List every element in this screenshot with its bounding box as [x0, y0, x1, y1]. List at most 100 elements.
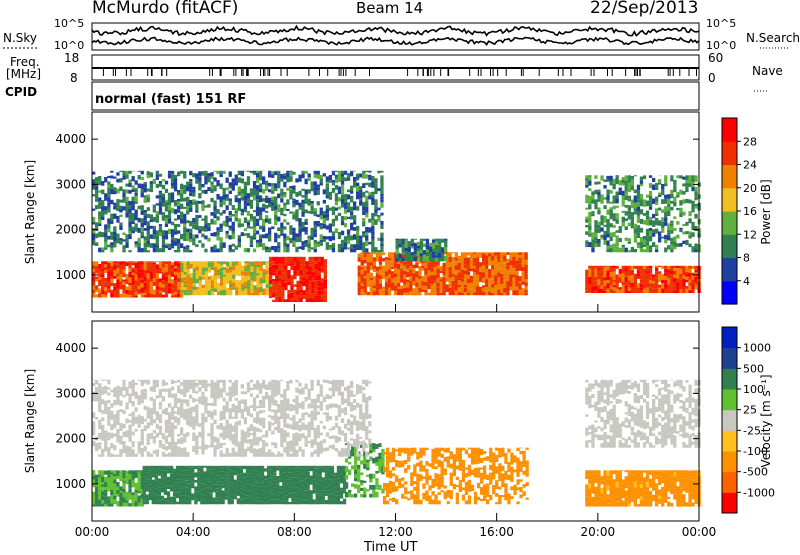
data-cell	[275, 275, 278, 278]
data-cell	[504, 497, 507, 501]
data-cell	[506, 270, 509, 274]
data-cell	[625, 266, 628, 268]
data-cell	[477, 468, 480, 471]
data-cell	[462, 468, 465, 474]
data-cell	[518, 276, 521, 279]
data-cell	[616, 487, 619, 490]
data-cell	[146, 468, 149, 472]
data-cell	[265, 211, 268, 213]
data-cell	[210, 189, 213, 194]
data-cell	[391, 282, 394, 286]
data-cell	[258, 466, 261, 470]
data-cell	[585, 493, 588, 496]
data-cell	[389, 484, 392, 487]
data-cell	[101, 269, 104, 271]
data-cell	[652, 229, 655, 233]
data-cell	[267, 470, 270, 474]
data-cell	[348, 492, 351, 497]
data-cell	[616, 282, 619, 286]
data-cell	[281, 291, 284, 296]
data-cell	[503, 274, 506, 276]
data-cell	[492, 471, 495, 476]
data-cell	[491, 259, 494, 261]
data-cell	[594, 501, 597, 504]
data-cell	[286, 171, 289, 173]
data-cell	[241, 275, 244, 278]
data-cell	[240, 500, 243, 505]
data-cell	[329, 196, 332, 200]
data-cell	[274, 210, 277, 215]
data-cell	[235, 175, 238, 180]
noise-right-tick-top: 10^5	[706, 17, 736, 30]
data-cell	[391, 274, 394, 279]
data-cell	[646, 268, 649, 271]
data-cell	[95, 266, 98, 271]
data-cell	[628, 238, 631, 242]
data-cell	[369, 450, 372, 454]
data-cell	[122, 287, 125, 291]
data-cell	[443, 290, 446, 296]
data-cell	[191, 467, 194, 473]
data-cell	[152, 493, 155, 496]
data-cell	[373, 291, 376, 295]
data-cell	[255, 483, 258, 486]
colorbar-tick-label: 12	[743, 228, 757, 241]
data-cell	[362, 183, 365, 188]
data-cell	[345, 469, 348, 472]
data-cell	[588, 196, 591, 200]
data-cell	[383, 500, 386, 505]
data-cell	[347, 190, 350, 193]
data-cell	[685, 175, 688, 180]
data-cell	[315, 264, 318, 267]
data-cell	[432, 252, 435, 255]
data-cell	[324, 296, 327, 299]
data-cell	[344, 206, 347, 209]
data-cell	[391, 267, 394, 269]
data-cell	[164, 490, 167, 495]
data-cell	[156, 293, 159, 298]
data-cell	[414, 254, 417, 257]
data-cell	[153, 282, 156, 286]
data-cell	[461, 265, 464, 270]
data-cell	[347, 205, 350, 210]
data-cell	[165, 269, 168, 272]
data-cell	[287, 258, 290, 263]
data-cell	[297, 486, 300, 489]
data-cell	[200, 466, 203, 469]
data-cell	[597, 279, 600, 282]
data-cell	[202, 288, 205, 290]
data-cell	[600, 221, 603, 226]
data-cell	[661, 217, 664, 219]
data-cell	[247, 290, 250, 296]
data-cell	[264, 480, 267, 483]
data-cell	[177, 282, 180, 285]
data-cell	[637, 190, 640, 196]
data-cell	[413, 481, 416, 484]
data-cell	[526, 464, 529, 468]
data-cell	[628, 504, 631, 507]
data-cell	[613, 225, 616, 228]
data-cell	[289, 172, 292, 177]
data-cell	[281, 257, 284, 260]
data-cell	[646, 245, 649, 249]
data-cell	[206, 487, 209, 493]
data-cell	[116, 234, 119, 238]
data-cell	[241, 271, 244, 275]
data-cell	[110, 263, 113, 266]
data-cell	[104, 281, 107, 283]
data-cell	[494, 282, 497, 285]
data-cell	[187, 274, 190, 279]
data-cell	[507, 498, 510, 501]
data-cell	[431, 500, 434, 505]
data-cell	[597, 225, 600, 229]
data-cell	[113, 291, 116, 293]
data-cell	[415, 291, 418, 295]
data-cell	[282, 488, 285, 493]
data-cell	[312, 272, 315, 277]
data-cell	[518, 268, 521, 271]
data-cell	[403, 282, 406, 284]
data-cell	[320, 178, 323, 182]
data-cell	[640, 290, 643, 293]
data-cell	[372, 490, 375, 495]
data-cell	[277, 179, 280, 182]
